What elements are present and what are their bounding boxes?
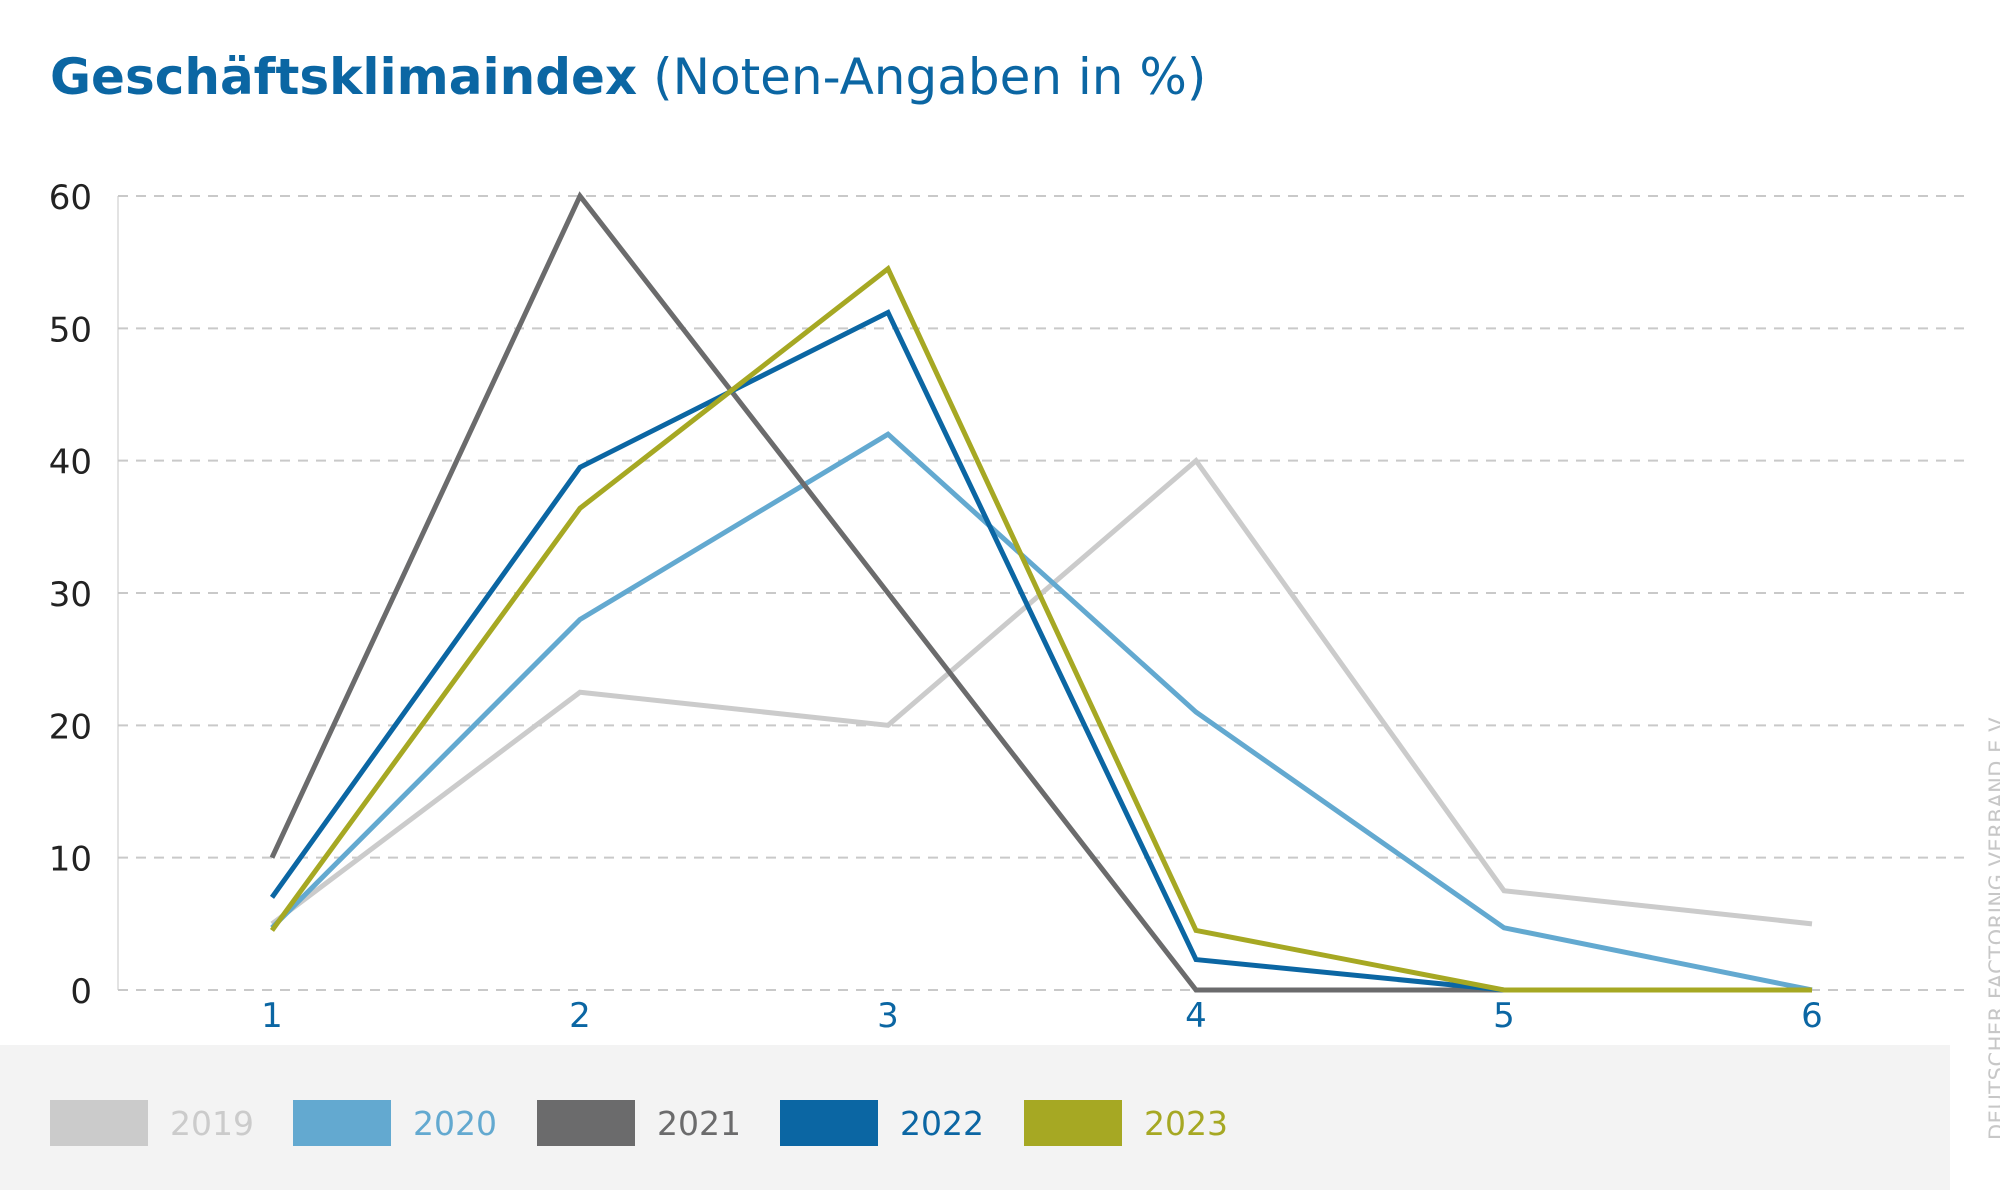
x-tick-label: 6: [1801, 996, 1823, 1036]
y-tick-label: 40: [49, 443, 92, 483]
chart-title-bold: Geschäftsklimaindex: [50, 48, 638, 106]
legend-label: 2022: [900, 1103, 984, 1143]
legend-swatch: [1024, 1100, 1122, 1146]
series-line-2022: [269, 309, 1812, 993]
legend-swatch: [50, 1100, 148, 1146]
y-tick-label: 30: [49, 575, 92, 615]
legend-label: 2020: [413, 1103, 497, 1143]
chart-title: Geschäftsklimaindex (Noten-Angaben in %): [50, 42, 1206, 112]
legend-item-2022: 2022: [780, 1100, 984, 1146]
legend-swatch: [537, 1100, 635, 1146]
x-tick-label: 3: [877, 996, 899, 1036]
x-tick-label: 5: [1493, 996, 1515, 1036]
y-tick-label: 50: [49, 310, 92, 350]
legend-label: 2023: [1144, 1103, 1228, 1143]
x-tick-label: 2: [569, 996, 591, 1036]
legend-item-2019: 2019: [50, 1100, 254, 1146]
y-tick-label: 60: [49, 178, 92, 218]
x-tick-label: 4: [1185, 996, 1207, 1036]
y-tick-label: 20: [49, 707, 92, 747]
x-tick-label: 1: [261, 996, 283, 1036]
legend-item-2023: 2023: [1024, 1100, 1228, 1146]
legend-label: 2019: [170, 1103, 254, 1143]
y-tick-label: 0: [70, 972, 92, 1012]
legend-label: 2021: [657, 1103, 741, 1143]
legend-swatch: [780, 1100, 878, 1146]
legend-item-2021: 2021: [537, 1100, 741, 1146]
y-tick-label: 10: [49, 840, 92, 880]
series-line-2023: [269, 264, 1812, 993]
chart-title-subtitle: (Noten-Angaben in %): [637, 48, 1207, 106]
grid-lines: [117, 195, 1965, 991]
legend-item-2020: 2020: [293, 1100, 497, 1146]
x-axis: 1 2 3 4 5 6: [261, 996, 1823, 1036]
series-line-2020: [270, 431, 1813, 993]
y-axis: 0 10 20 30 40 50 60: [49, 178, 92, 1012]
series-lines: [269, 191, 1813, 993]
source-credit: DEUTSCHER FACTORING VERBAND E.V.: [1985, 712, 2000, 1140]
legend-swatch: [293, 1100, 391, 1146]
series-line-2019: [270, 456, 1813, 927]
